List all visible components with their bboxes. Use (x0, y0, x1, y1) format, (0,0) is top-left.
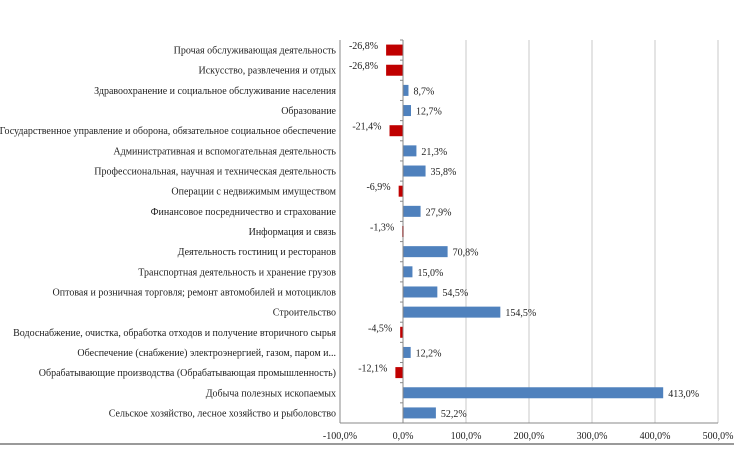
data-label: -21,4% (352, 122, 381, 133)
bar (389, 125, 403, 137)
category-label: Операции с недвижимым имуществом (171, 187, 336, 198)
category-label: Образование (281, 106, 336, 117)
data-label: 15,0% (417, 268, 443, 279)
bar (386, 44, 403, 56)
category-label: Профессиональная, научная и техническая … (94, 167, 336, 178)
bar (386, 64, 403, 76)
category-label: Деятельность гостиниц и ресторанов (178, 247, 337, 258)
bar (395, 367, 403, 379)
category-label: Добыча полезных ископаемых (206, 388, 336, 399)
x-tick-label: 0,0% (393, 431, 414, 442)
category-label: Административная и вспомогательная деяте… (113, 146, 336, 157)
category-label: Транспортная деятельность и хранение гру… (138, 267, 336, 278)
data-label: -26,8% (349, 41, 378, 52)
bar (403, 266, 413, 278)
bar (403, 165, 426, 177)
x-tick-label: 400,0% (640, 431, 671, 442)
category-label: Государственное управление и оборона, об… (0, 126, 337, 137)
x-tick-label: 300,0% (577, 431, 608, 442)
data-label: 154,5% (505, 308, 536, 319)
data-label: 70,8% (453, 248, 479, 259)
data-label: 54,5% (442, 288, 468, 299)
category-label: Прочая обслуживающая деятельность (174, 46, 337, 57)
bottom-border (0, 443, 734, 445)
category-label: Оптовая и розничная торговля; ремонт авт… (53, 287, 337, 298)
category-label: Водоснабжение, очистка, обработка отходо… (13, 328, 336, 339)
data-label: -26,8% (349, 61, 378, 72)
data-label: 12,2% (416, 348, 442, 359)
category-label: Здравоохранение и социальное обслуживани… (94, 86, 336, 97)
data-label: 27,9% (426, 207, 452, 218)
bar (400, 326, 403, 338)
category-label: Обрабатывающие производства (Обрабатываю… (39, 368, 336, 379)
bar (403, 306, 501, 318)
bar (403, 407, 436, 419)
data-label: 12,7% (416, 107, 442, 118)
data-label: -1,3% (370, 223, 394, 234)
x-tick-label: 200,0% (514, 431, 545, 442)
x-tick-label: 100,0% (451, 431, 482, 442)
category-label: Сельское хозяйство, лесное хозяйство и р… (109, 408, 336, 419)
data-label: 413,0% (668, 389, 699, 400)
category-label: Информация и связь (249, 227, 337, 238)
category-label: Искусство, развлечения и отдых (199, 66, 336, 77)
x-tick-label: -100,0% (323, 431, 357, 442)
data-label: 8,7% (413, 86, 434, 97)
bar (403, 205, 421, 217)
bar (398, 185, 403, 197)
bar (403, 346, 411, 358)
data-label: 52,2% (441, 409, 467, 420)
category-label: Финансовое посредничество и страхование (151, 207, 337, 218)
category-label: Обеспечение (снабжение) электроэнергией,… (77, 348, 336, 359)
bar (403, 105, 412, 117)
bar (403, 145, 417, 157)
bar (403, 286, 438, 298)
data-label: 21,3% (421, 147, 447, 158)
data-label: 35,8% (431, 167, 457, 178)
x-tick-label: 500,0% (703, 431, 734, 442)
bar (403, 246, 448, 258)
category-label: Строительство (273, 308, 336, 319)
data-label: -6,9% (366, 182, 390, 193)
data-label: -12,1% (358, 364, 387, 375)
bar (403, 84, 409, 96)
bar (403, 387, 664, 399)
data-label: -4,5% (368, 323, 392, 334)
